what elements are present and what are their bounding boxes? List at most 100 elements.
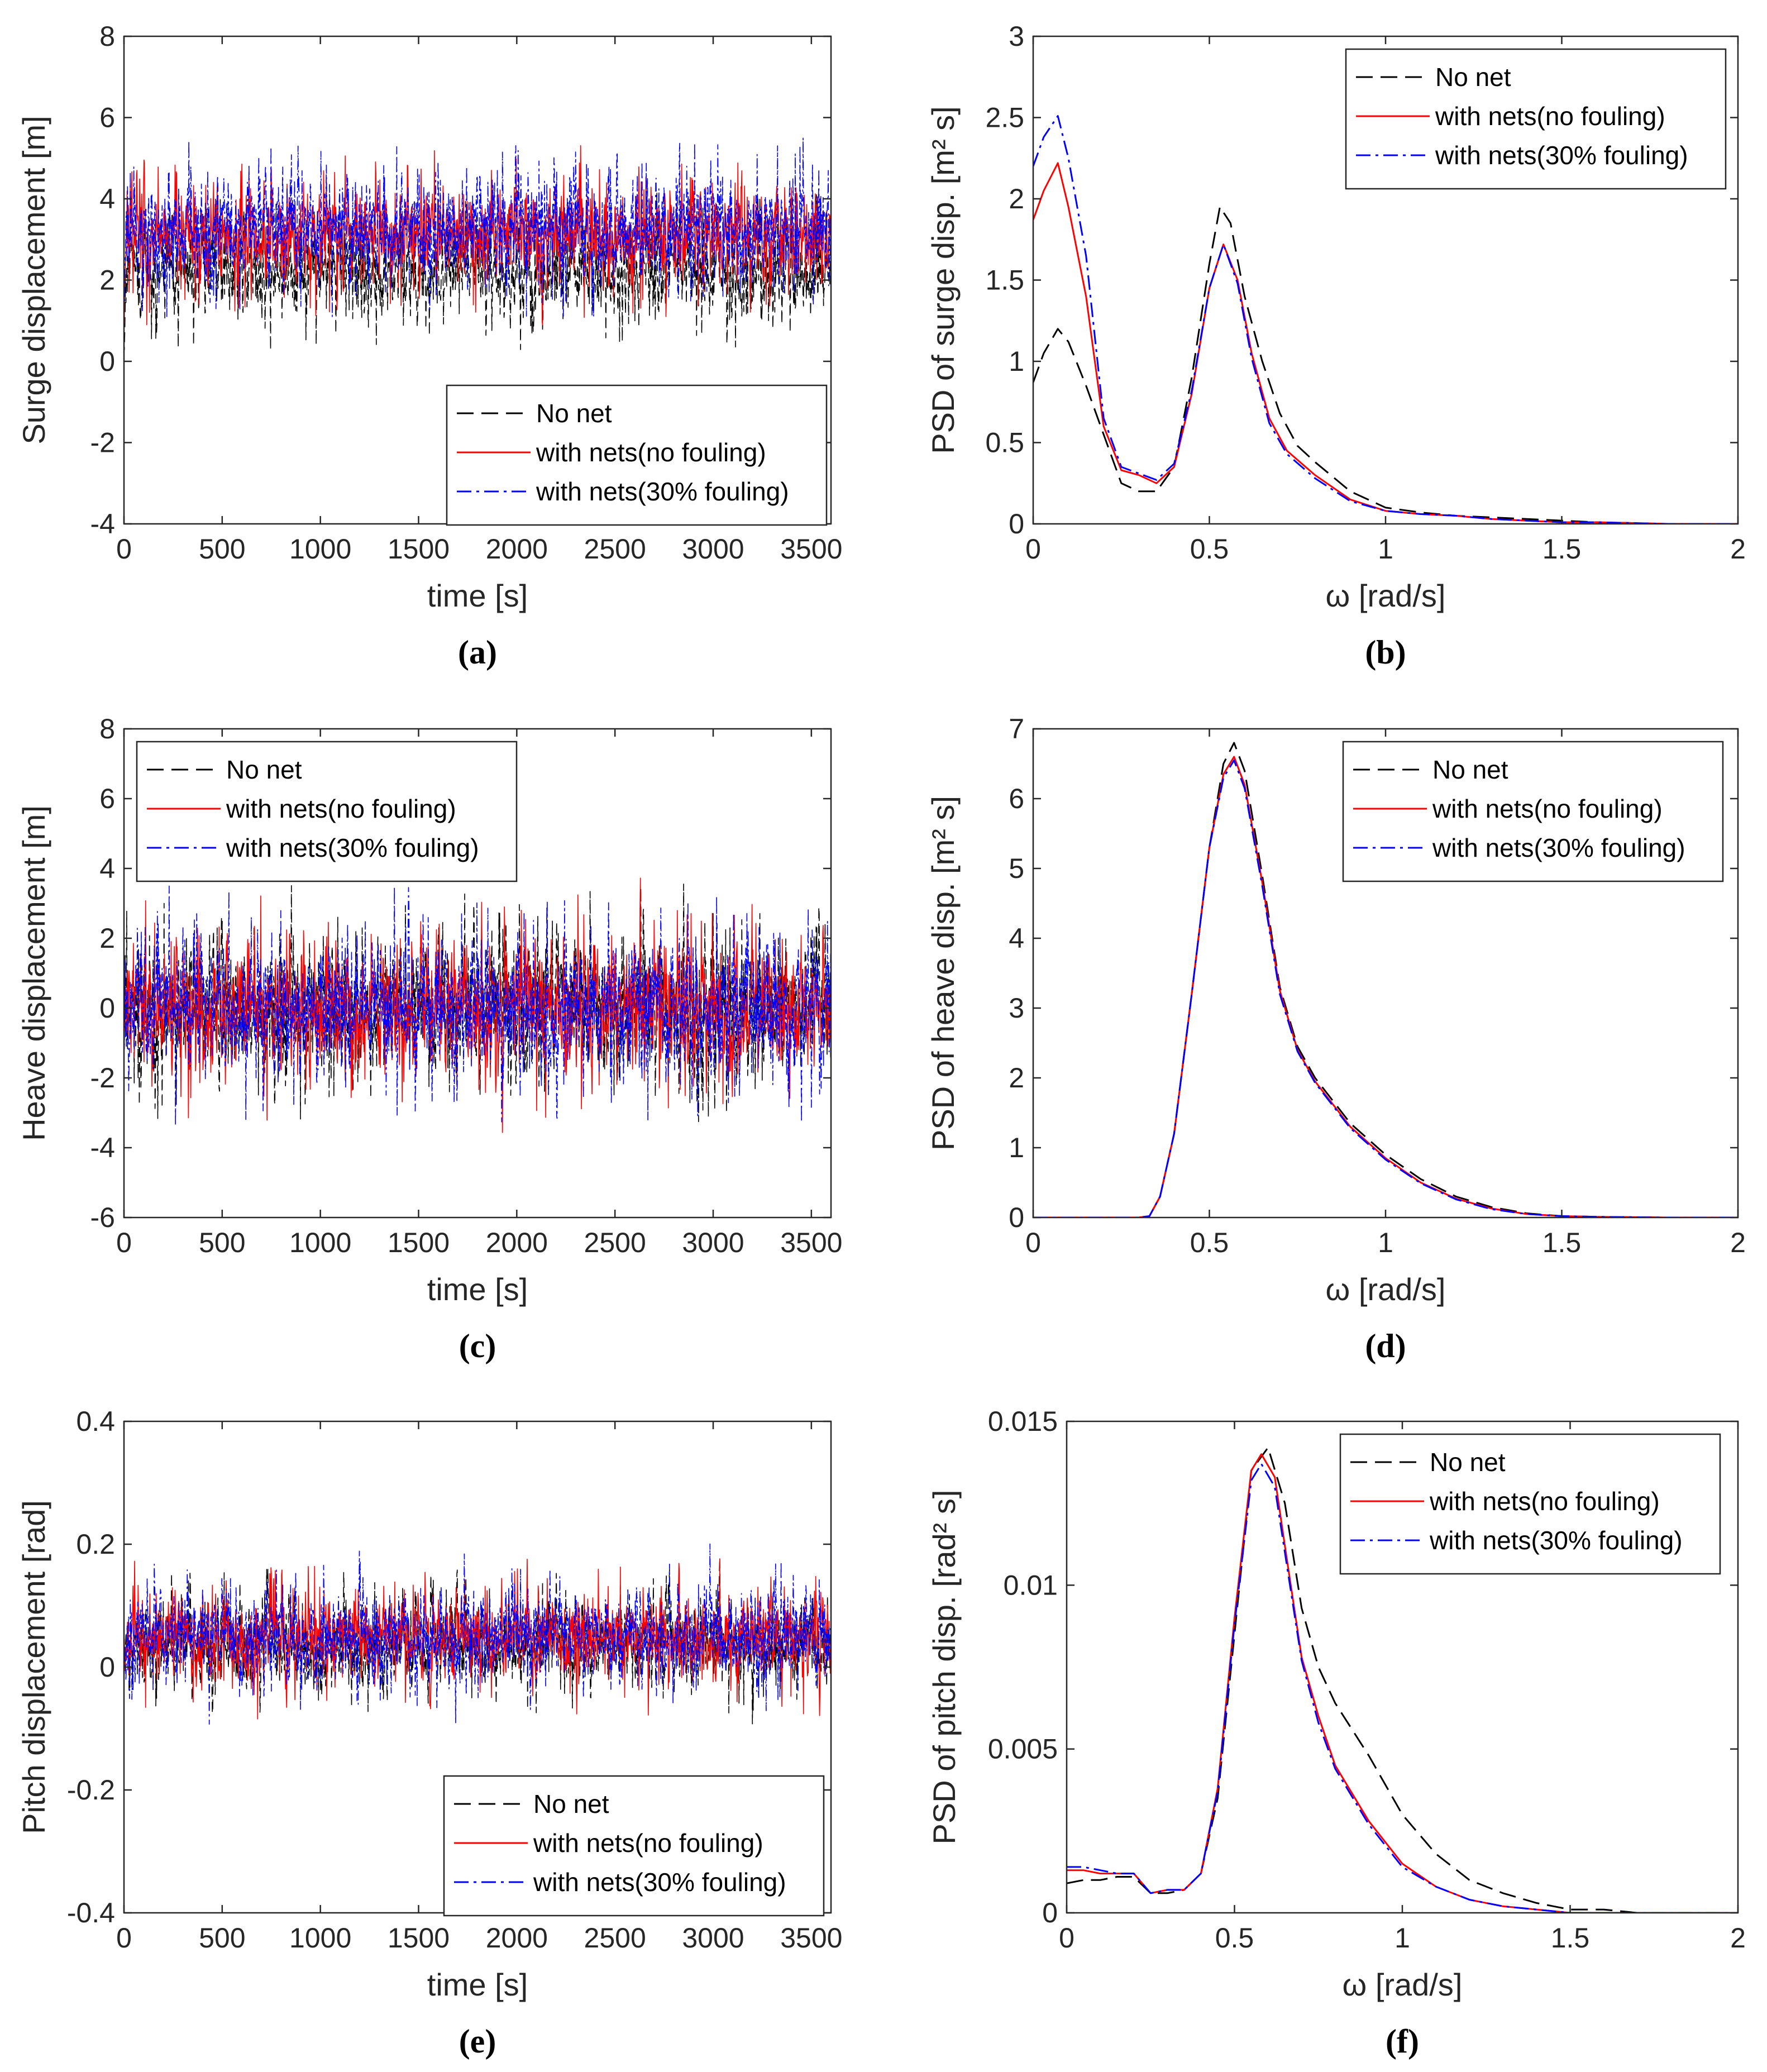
legend-label-e-0: No net xyxy=(533,1789,609,1818)
y-tick-label-c-7: 8 xyxy=(99,713,115,744)
chart-a: 0 500 1000 1500 2000 2500 3000 3500 -4 -2 0 2 4 6 8 tim… xyxy=(16,21,842,671)
y-tick-label-c-4: 2 xyxy=(99,923,115,954)
y-tick-label-d-2: 2 xyxy=(1009,1062,1024,1094)
series-line-a-1 xyxy=(124,145,831,326)
x-tick-label-a-5: 2500 xyxy=(584,533,646,565)
x-tick-label-c-6: 3000 xyxy=(682,1227,744,1258)
x-tick-label-a-3: 1500 xyxy=(388,533,450,565)
legend-label-f-1: with nets(no fouling) xyxy=(1429,1487,1660,1516)
panel-label-f: (f) xyxy=(1386,2023,1419,2060)
legend-box-d xyxy=(1342,741,1724,882)
series-group-f xyxy=(1067,1446,1738,1913)
panel-label-b: (b) xyxy=(1365,634,1406,671)
series-group-d xyxy=(1033,742,1738,1218)
series-line-f-0 xyxy=(1067,1446,1738,1913)
y-tick-label-d-4: 4 xyxy=(1009,923,1024,954)
series-line-b-2 xyxy=(1033,115,1738,524)
x-tick-label-c-1: 500 xyxy=(199,1227,245,1258)
x-axis-label-c: time [s] xyxy=(427,1272,528,1307)
x-tick-label-c-7: 3500 xyxy=(780,1227,842,1258)
x-tick-label-a-4: 2000 xyxy=(486,533,548,565)
y-tick-label-b-5: 2.5 xyxy=(985,102,1024,133)
y-tick-label-e-3: 0.2 xyxy=(76,1529,115,1560)
y-tick-label-e-0: -0.4 xyxy=(67,1897,115,1928)
x-tick-label-f-0: 0 xyxy=(1059,1922,1074,1954)
y-axis-label-d: PSD of heave disp. [m² s] xyxy=(925,796,961,1150)
x-tick-label-e-0: 0 xyxy=(116,1922,132,1954)
series-line-a-2 xyxy=(124,137,831,317)
x-tick-label-a-0: 0 xyxy=(116,533,132,565)
legend-b: No net with nets(no fouling) with nets(30%… xyxy=(1345,48,1727,190)
legend-box-c xyxy=(136,741,518,882)
legend-label-c-0: No net xyxy=(226,755,302,784)
x-tick-label-b-3: 1.5 xyxy=(1542,533,1582,565)
panel-label-d: (d) xyxy=(1365,1328,1406,1364)
y-tick-label-c-2: -2 xyxy=(90,1062,115,1094)
legend-label-d-1: with nets(no fouling) xyxy=(1432,794,1663,823)
x-tick-label-e-6: 3000 xyxy=(682,1922,744,1954)
y-tick-label-e-2: 0 xyxy=(99,1651,115,1683)
x-tick-label-e-4: 2000 xyxy=(486,1922,548,1954)
x-tick-label-b-1: 0.5 xyxy=(1190,533,1229,565)
y-tick-label-f-3: 0.015 xyxy=(988,1406,1058,1437)
y-tick-label-d-6: 6 xyxy=(1009,783,1024,814)
chart-e: 0 500 1000 1500 2000 2500 3000 3500 -0.4 -0.2 0 0.2… xyxy=(16,1406,842,2060)
y-tick-label-c-1: -4 xyxy=(90,1132,115,1163)
y-axis-label-c: Heave displacement [m] xyxy=(16,805,51,1141)
y-tick-label-a-6: 8 xyxy=(99,21,115,52)
y-tick-label-f-0: 0 xyxy=(1042,1897,1058,1928)
legend-label-c-1: with nets(no fouling) xyxy=(226,794,456,823)
legend-a: No net with nets(no fouling) with nets(30%… xyxy=(446,384,828,526)
x-tick-label-e-5: 2500 xyxy=(584,1922,646,1954)
chart-c: 0 500 1000 1500 2000 2500 3000 3500 -6 -4 -2 0 2 4 6 8 t… xyxy=(16,713,842,1364)
x-tick-label-a-2: 1000 xyxy=(289,533,351,565)
y-tick-label-a-5: 6 xyxy=(99,102,115,133)
y-tick-label-c-0: -6 xyxy=(90,1202,115,1233)
x-tick-label-d-2: 1 xyxy=(1378,1227,1393,1258)
series-line-d-2 xyxy=(1033,759,1738,1218)
y-tick-label-d-1: 1 xyxy=(1009,1132,1024,1163)
y-tick-label-d-7: 7 xyxy=(1009,713,1024,744)
legend-label-d-2: with nets(30% fouling) xyxy=(1432,833,1685,862)
x-axis-label-f: ω [rad/s] xyxy=(1343,1967,1463,2002)
series-line-c-1 xyxy=(124,877,831,1133)
x-tick-label-d-3: 1.5 xyxy=(1542,1227,1582,1258)
legend-e: No net with nets(no fouling) with nets(30%… xyxy=(443,1775,825,1917)
y-tick-label-f-1: 0.005 xyxy=(988,1734,1058,1765)
y-tick-label-a-4: 4 xyxy=(99,183,115,214)
y-tick-label-d-5: 5 xyxy=(1009,853,1024,884)
series-group-e xyxy=(124,1543,831,1725)
x-tick-label-e-2: 1000 xyxy=(289,1922,351,1954)
y-tick-label-b-6: 3 xyxy=(1009,21,1024,52)
x-tick-label-f-4: 2 xyxy=(1730,1922,1746,1954)
y-tick-label-e-4: 0.4 xyxy=(76,1406,115,1437)
y-tick-label-b-2: 1 xyxy=(1009,346,1024,377)
chart-d: 0 0.5 1 1.5 2 0 1 2 3 4 5 6 7 ω [rad/s] PSD of heave d… xyxy=(925,713,1746,1364)
x-tick-label-a-7: 3500 xyxy=(780,533,842,565)
y-tick-label-b-3: 1.5 xyxy=(985,265,1024,296)
y-axis-label-f: PSD of pitch disp. [rad² s] xyxy=(927,1490,962,1845)
x-axis-label-d: ω [rad/s] xyxy=(1326,1272,1446,1307)
series-line-f-2 xyxy=(1067,1463,1738,1913)
legend-f: No net with nets(no fouling) with nets(30%… xyxy=(1339,1433,1721,1575)
legend-label-c-2: with nets(30% fouling) xyxy=(226,833,479,862)
x-tick-label-b-4: 2 xyxy=(1730,533,1746,565)
legend-box-f xyxy=(1339,1433,1721,1575)
legend-label-f-2: with nets(30% fouling) xyxy=(1429,1526,1683,1555)
y-tick-label-b-0: 0 xyxy=(1009,508,1024,540)
series-line-c-2 xyxy=(124,885,831,1126)
x-tick-label-a-1: 500 xyxy=(199,533,245,565)
panel-label-e: (e) xyxy=(459,2023,496,2060)
legend-box-b xyxy=(1345,48,1727,190)
x-tick-label-c-4: 2000 xyxy=(486,1227,548,1258)
x-tick-label-b-0: 0 xyxy=(1025,533,1041,565)
y-tick-label-b-1: 0.5 xyxy=(985,427,1024,459)
legend-label-b-0: No net xyxy=(1435,63,1511,92)
legend-c: No net with nets(no fouling) with nets(30%… xyxy=(136,741,518,882)
x-tick-label-c-3: 1500 xyxy=(388,1227,450,1258)
x-tick-label-b-2: 1 xyxy=(1378,533,1393,565)
legend-label-a-1: with nets(no fouling) xyxy=(536,438,766,467)
series-group-c xyxy=(124,877,831,1133)
series-group-a xyxy=(124,137,831,351)
